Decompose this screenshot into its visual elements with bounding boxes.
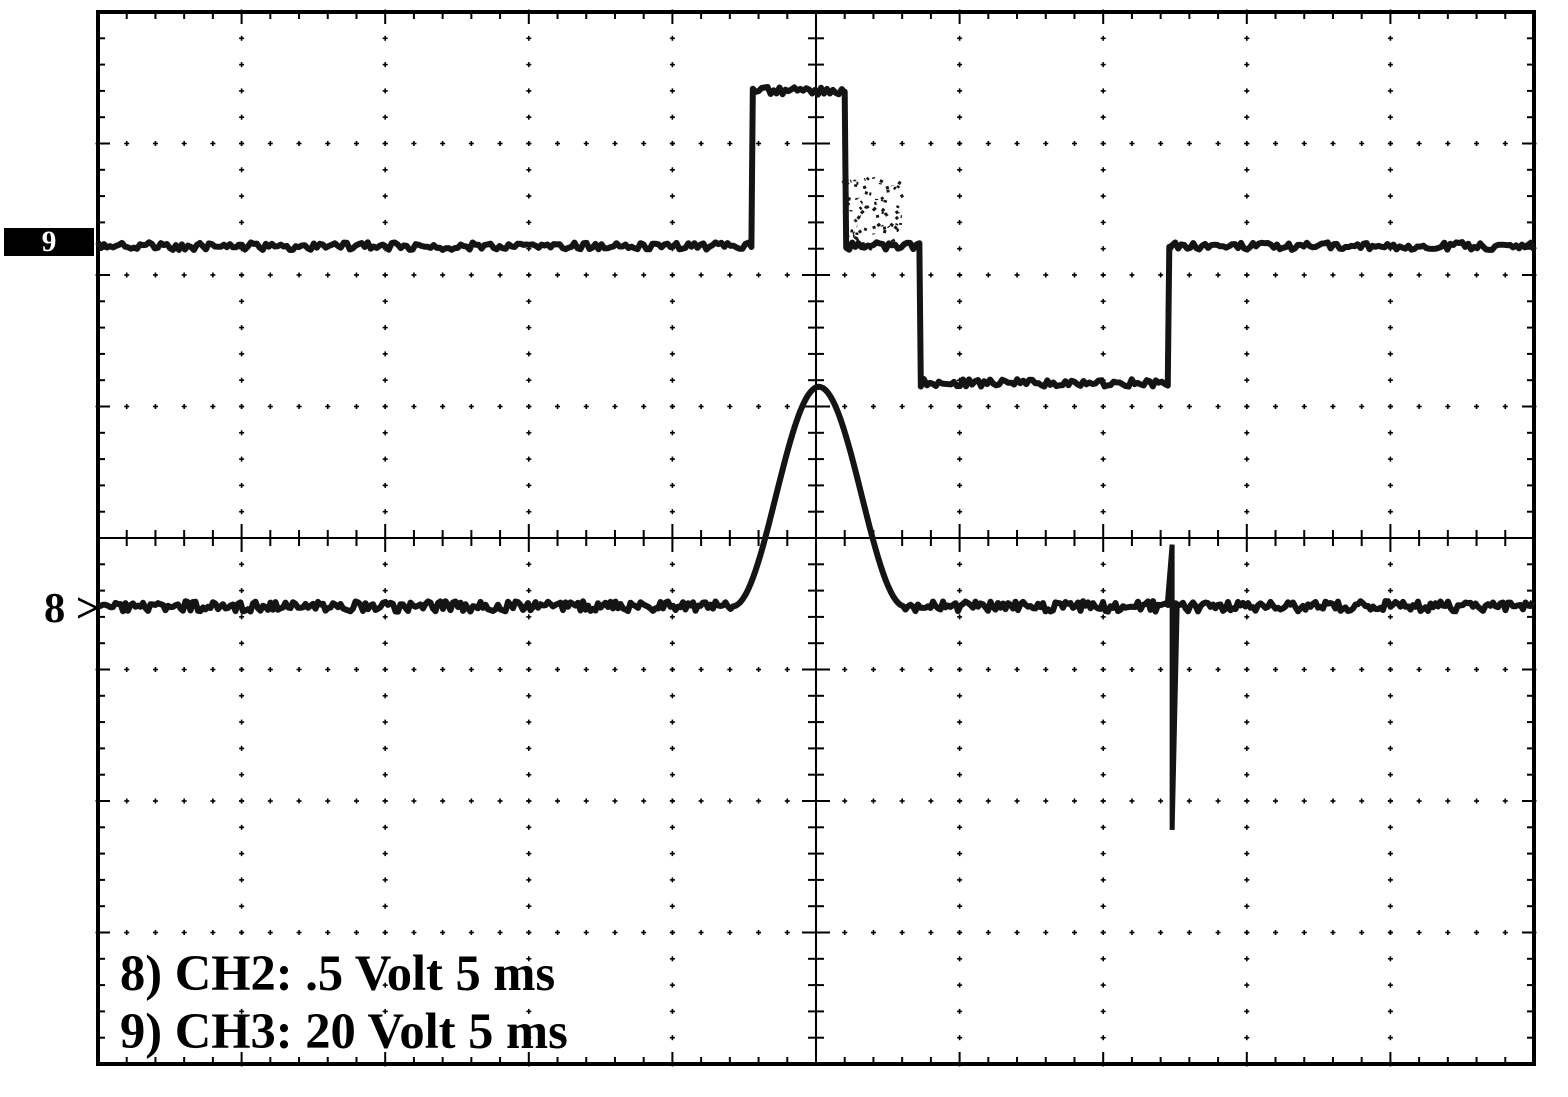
- ch2-ground-marker: 9: [4, 228, 94, 256]
- ch2-marker-text: 9: [42, 226, 57, 258]
- ch3-ground-marker: 8 >: [44, 584, 100, 633]
- ch3-marker-text: 8 >: [44, 585, 100, 632]
- oscilloscope-screenshot: 9 8 > 8) CH2: .5 Volt 5 ms9) CH3: 20 Vol…: [0, 0, 1568, 1097]
- legend-line-1: 8) CH2: .5 Volt 5 ms: [120, 945, 555, 1001]
- legend-line-2: 9) CH3: 20 Volt 5 ms: [120, 1003, 568, 1059]
- scope-plot: 8) CH2: .5 Volt 5 ms9) CH3: 20 Volt 5 ms: [0, 0, 1568, 1097]
